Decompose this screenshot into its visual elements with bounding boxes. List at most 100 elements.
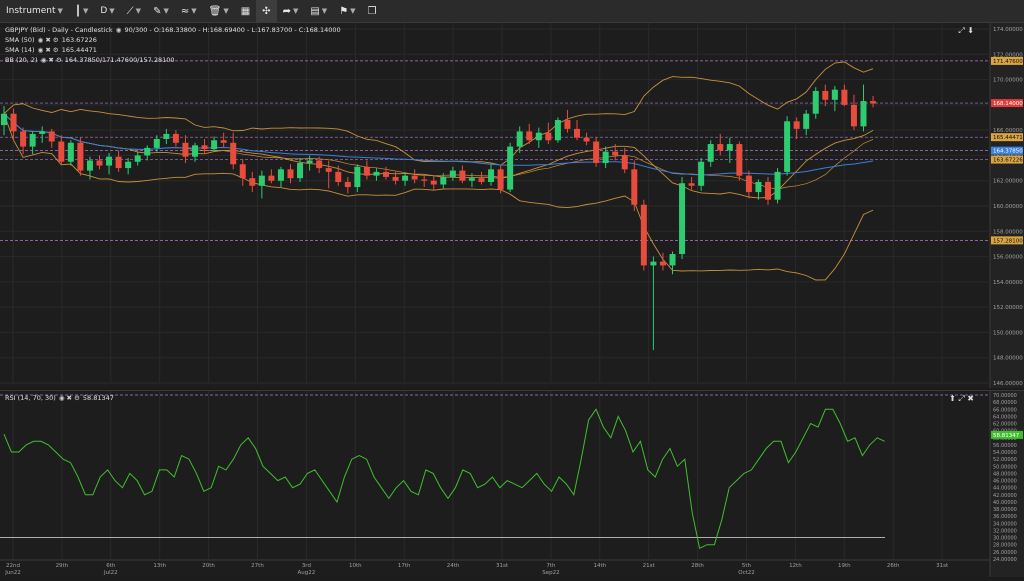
candle <box>211 140 218 150</box>
price-axis <box>990 23 1024 388</box>
candle <box>316 160 323 169</box>
x-tick-label: 13th <box>153 563 166 569</box>
gear-icon[interactable]: ⚙ <box>52 46 59 54</box>
drawing-tools-menu[interactable]: ⟋ ▼ <box>121 0 147 22</box>
chart-type-menu[interactable]: ┃ ▼ <box>69 0 94 22</box>
x-tick-label: 24th <box>447 563 460 569</box>
chevron-down-icon: ▼ <box>163 7 169 15</box>
indicators-menu[interactable]: ≈ ▼ <box>175 0 203 22</box>
candle <box>870 101 877 104</box>
rsi-y-tick-label: 68.00000 <box>993 400 1017 406</box>
candle <box>602 151 609 164</box>
legend-main: GBPJPY (Bid) - Daily - Candlestick ◉ 90/… <box>5 26 341 34</box>
rsi-panel[interactable]: 70.00000 68.00000 66.00000 64.00000 62.00000… <box>0 390 1024 577</box>
y-tick-label: 162.00000 <box>993 179 1023 185</box>
rsi-value-tag-label: 58.81347 <box>993 433 1020 439</box>
layout-button[interactable]: ▦ <box>235 0 256 22</box>
candle <box>440 176 447 185</box>
eye-icon[interactable]: ◉ <box>58 394 65 402</box>
candle <box>144 147 151 156</box>
rsi-y-tick-label: 70.00000 <box>993 393 1017 399</box>
instrument-menu[interactable]: Instrument ▼ <box>0 0 69 22</box>
gear-icon[interactable]: ⚙ <box>52 36 59 44</box>
timeframe-menu[interactable]: D ▼ <box>94 0 120 22</box>
candle <box>58 141 65 162</box>
eye-icon[interactable]: ◉ <box>40 56 47 64</box>
candle <box>297 163 304 179</box>
legend-sma14-name: SMA (14) <box>5 46 35 54</box>
candle <box>698 161 705 186</box>
price-tag-label: 168.14000 <box>993 101 1023 107</box>
legend-main-title: GBPJPY (Bid) - Daily - Candlestick <box>5 26 113 34</box>
close-icon[interactable]: ✖ <box>45 46 51 54</box>
arrow-down-icon[interactable]: ⬇ <box>967 26 974 35</box>
candle <box>516 131 523 147</box>
candle <box>115 156 122 169</box>
crosshair-icon: ✣ <box>262 5 271 17</box>
candle <box>277 169 284 181</box>
legend-sma50: SMA (50) ◉ ✖ ⚙ 163.67226 <box>5 36 97 44</box>
eye-icon[interactable]: ◉ <box>37 36 44 44</box>
candle <box>755 181 762 193</box>
candle <box>545 132 552 141</box>
candle <box>67 142 74 162</box>
close-icon[interactable]: ✖ <box>66 394 72 402</box>
candle <box>220 140 227 143</box>
rsi-y-tick-label: 44.00000 <box>993 486 1017 492</box>
candle <box>430 180 437 185</box>
template-menu[interactable]: ▤ ▼ <box>304 0 333 22</box>
y-tick-label: 160.00000 <box>993 204 1023 210</box>
rsi-y-tick-label: 36.00000 <box>993 514 1017 520</box>
pencil-tool-menu[interactable]: ✎ ▼ <box>147 0 175 22</box>
price-tag <box>991 99 1023 108</box>
rsi-y-tick-label: 34.00000 <box>993 521 1017 527</box>
close-icon[interactable]: ✖ <box>967 394 974 403</box>
x-tick-label: 6th <box>106 563 116 569</box>
delete-menu[interactable]: 🗑 ▼ <box>203 0 235 22</box>
y-tick-label: 170.00000 <box>993 78 1023 84</box>
candle <box>86 160 93 171</box>
price-tag <box>991 56 1023 65</box>
expand-icon[interactable]: ⤢ <box>958 394 965 403</box>
legend-bb: BB (20, 2) ◉ ✖ ⚙ 164.37850/171.47600/157.2… <box>5 56 175 64</box>
candle <box>421 179 428 181</box>
gear-icon[interactable]: ⚙ <box>55 56 62 64</box>
chevron-down-icon: ▼ <box>82 7 89 15</box>
candle <box>803 113 810 129</box>
rsi-y-tick-label: 32.00000 <box>993 528 1017 534</box>
candle <box>335 171 342 182</box>
candle <box>831 89 838 100</box>
price-chart[interactable]: 174.00000172.00000170.00000168.00000166.… <box>0 23 1024 388</box>
chevron-down-icon: ▼ <box>191 7 197 15</box>
expand-icon[interactable]: ⤢ <box>958 26 965 35</box>
share-menu[interactable]: ➦ ▼ <box>277 0 305 22</box>
x-tick-label: 19th <box>838 563 851 569</box>
x-tick-label: 27th <box>251 563 264 569</box>
chevron-down-icon: ▼ <box>135 7 142 15</box>
fullscreen-button[interactable]: ✣ <box>256 0 277 22</box>
eye-icon[interactable]: ◉ <box>37 46 44 54</box>
legend-main-ohlc: 90/300 - O:168.33800 - H:168.69400 - L:1… <box>124 26 341 34</box>
candle <box>48 131 55 142</box>
pencil-icon: ✎ <box>153 5 162 17</box>
candle <box>459 170 466 181</box>
x-tick-label: 31st <box>496 563 509 569</box>
rsi-y-tick-label: 42.00000 <box>993 493 1017 499</box>
gear-icon[interactable]: ⚙ <box>73 394 80 402</box>
close-icon[interactable]: ✖ <box>45 36 51 44</box>
candle <box>822 90 829 100</box>
price-chart-panel[interactable]: 174.00000172.00000170.00000168.00000166.… <box>0 23 1024 388</box>
candle <box>354 166 361 188</box>
popout-button[interactable]: ❐ <box>362 0 383 22</box>
candle <box>201 145 208 150</box>
price-tag-label: 157.28100 <box>993 238 1023 244</box>
candle <box>411 175 418 180</box>
arrow-up-icon[interactable]: ⬆ <box>949 394 956 403</box>
candle <box>239 164 246 179</box>
rsi-y-tick-label: 62.00000 <box>993 422 1017 428</box>
close-icon[interactable]: ✖ <box>48 56 54 64</box>
candle <box>841 89 848 105</box>
language-menu[interactable]: ⚑ ▼ <box>333 0 361 22</box>
timeframe-label: D <box>100 6 108 16</box>
